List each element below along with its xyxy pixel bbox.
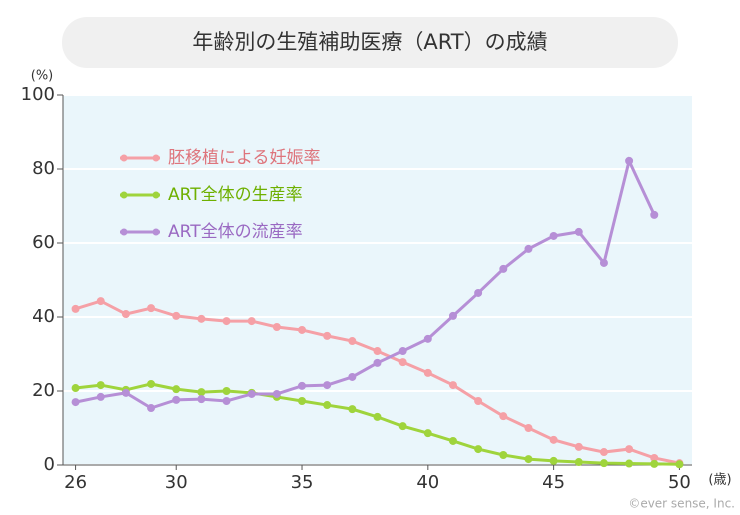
data-point <box>298 381 307 390</box>
data-point <box>650 453 659 462</box>
data-point <box>222 387 231 395</box>
data-point <box>172 395 181 404</box>
data-point <box>272 389 281 398</box>
data-point <box>71 384 80 393</box>
data-point <box>348 337 357 346</box>
data-point <box>423 429 432 438</box>
data-point <box>675 460 684 469</box>
x-tick-label: 45 <box>542 472 565 493</box>
data-point <box>448 436 457 445</box>
title-box <box>62 17 678 68</box>
data-point <box>172 385 181 394</box>
legend-dot <box>120 228 128 236</box>
y-tick-label: 60 <box>32 232 55 253</box>
data-point <box>499 264 508 273</box>
data-point <box>474 288 483 297</box>
data-point <box>398 422 407 431</box>
x-tick-label: 35 <box>291 472 314 493</box>
data-point <box>625 445 634 454</box>
data-point <box>474 396 483 405</box>
data-point <box>373 347 382 356</box>
data-point <box>121 388 130 397</box>
y-tick-label: 80 <box>32 158 55 179</box>
data-point <box>247 389 256 398</box>
data-point <box>524 424 533 432</box>
data-point <box>448 381 457 390</box>
data-point <box>96 392 105 401</box>
data-point <box>549 456 558 465</box>
data-point <box>323 381 332 390</box>
data-point <box>423 334 432 343</box>
data-point <box>222 396 231 405</box>
data-point <box>298 396 307 405</box>
data-point <box>599 258 608 267</box>
data-point <box>423 368 432 377</box>
data-point <box>574 227 583 236</box>
data-point <box>524 455 533 464</box>
data-point <box>147 304 156 313</box>
legend-dot <box>120 191 128 199</box>
data-point <box>71 304 80 313</box>
data-point <box>172 311 181 320</box>
y-unit: (%) <box>31 69 54 84</box>
data-point <box>247 317 256 326</box>
y-tick-label: 0 <box>44 454 55 475</box>
data-point <box>147 404 156 413</box>
data-point <box>574 458 583 467</box>
data-point <box>599 448 608 457</box>
x-tick-label: 40 <box>416 472 439 493</box>
legend-dot <box>120 154 128 162</box>
data-point <box>323 401 332 410</box>
chart-title: 年齢別の生殖補助医療（ART）の成績 <box>192 30 547 54</box>
data-point <box>197 388 206 397</box>
legend-label: ART全体の流産率 <box>168 222 303 242</box>
data-point <box>625 156 634 165</box>
y-tick-label: 100 <box>21 84 55 105</box>
data-point <box>549 231 558 240</box>
x-tick-label: 30 <box>165 472 188 493</box>
y-tick-label: 40 <box>32 306 55 327</box>
data-point <box>499 451 508 460</box>
data-point <box>348 405 357 414</box>
data-point <box>298 325 307 334</box>
legend-dot <box>152 154 160 162</box>
x-unit: (歳) <box>708 473 731 488</box>
legend-dot <box>152 191 160 199</box>
data-point <box>398 358 407 367</box>
data-point <box>147 379 156 388</box>
data-point <box>499 412 508 421</box>
data-point <box>348 372 357 381</box>
data-point <box>96 297 105 306</box>
data-point <box>197 314 206 323</box>
data-point <box>650 459 659 468</box>
data-point <box>549 435 558 444</box>
data-point <box>599 459 608 468</box>
y-tick-label: 20 <box>32 380 55 401</box>
data-point <box>323 331 332 340</box>
data-point <box>574 442 583 451</box>
legend-label: 胚移植による妊娠率 <box>168 148 321 168</box>
legend-label: ART全体の生産率 <box>168 185 303 205</box>
data-point <box>373 412 382 421</box>
data-point <box>524 244 533 253</box>
data-point <box>197 395 206 404</box>
data-point <box>625 459 634 468</box>
plot-area <box>63 95 692 465</box>
data-point <box>222 317 231 326</box>
legend-dot <box>152 228 160 236</box>
data-point <box>71 398 80 407</box>
data-point <box>650 210 659 219</box>
data-point <box>448 311 457 320</box>
data-point <box>121 310 130 319</box>
data-point <box>272 322 281 331</box>
data-point <box>474 445 483 454</box>
data-point <box>373 358 382 367</box>
data-point <box>398 347 407 356</box>
data-point <box>96 381 105 390</box>
x-tick-label: 50 <box>668 472 691 493</box>
x-tick-label: 26 <box>64 472 87 493</box>
credit: ©ever sense, Inc. <box>628 497 735 511</box>
series-line <box>75 156 656 410</box>
